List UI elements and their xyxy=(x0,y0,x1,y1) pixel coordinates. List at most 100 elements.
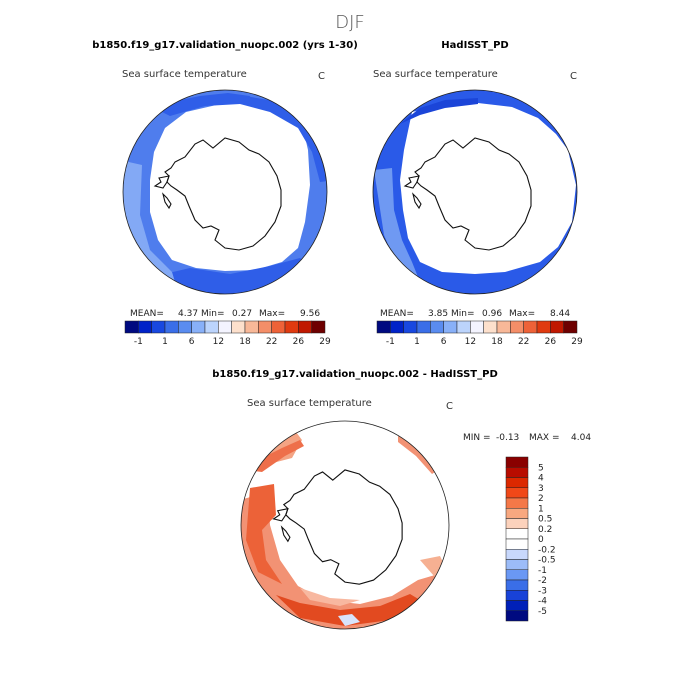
colorbar-swatch xyxy=(496,320,511,334)
stat-label: Min= xyxy=(451,309,475,319)
colorbar-swatch xyxy=(505,559,529,570)
colorbar-tick-label: 4 xyxy=(538,474,544,484)
panel-model-stats: MEAN= 4.37 Min= 0.27 Max= 9.56 xyxy=(130,309,320,319)
stat-value: -0.13 xyxy=(496,433,519,443)
stat-label: MIN = xyxy=(463,433,491,443)
colorbar-swatch xyxy=(284,320,299,334)
map-obs xyxy=(365,80,585,300)
stat-value: 9.56 xyxy=(300,309,320,319)
stat-label: Max= xyxy=(509,309,535,319)
colorbar-swatch xyxy=(505,590,529,601)
map-diff xyxy=(240,421,449,632)
colorbar-swatch xyxy=(505,477,529,488)
stat-label: Max= xyxy=(259,309,285,319)
panel-obs-variable: Sea surface temperature xyxy=(373,69,498,80)
colorbar-tick-label: -0.2 xyxy=(538,545,556,555)
colorbar-swatch xyxy=(164,320,179,334)
colorbar-swatch xyxy=(550,320,564,334)
colorbar-swatch xyxy=(470,320,484,334)
stat-value: 4.04 xyxy=(571,433,591,443)
colorbar-tick-label: 26 xyxy=(545,337,557,347)
panel-diff-variable: Sea surface temperature xyxy=(247,398,372,409)
colorbar-swatch xyxy=(191,320,206,334)
colorbar-swatch xyxy=(138,320,152,334)
colorbar-swatch xyxy=(505,600,529,611)
stat-label: MEAN= xyxy=(380,309,414,319)
colorbar-swatch xyxy=(231,320,246,334)
colorbar-obs: -1 1 6 12 18 22 26 29 xyxy=(376,320,583,347)
colorbar-swatch xyxy=(505,528,529,540)
colorbar-tick-label: 0 xyxy=(538,535,544,545)
colorbar-swatch xyxy=(536,320,551,334)
map-model xyxy=(115,80,335,300)
colorbar-tick-label: 0.5 xyxy=(538,515,552,525)
colorbar-tick-label: 12 xyxy=(213,337,224,347)
colorbar-swatch xyxy=(510,320,524,334)
panel-diff-stats: MIN = -0.13 MAX = 4.04 xyxy=(463,433,591,443)
stat-label: MEAN= xyxy=(130,309,164,319)
colorbar-swatch xyxy=(430,320,444,334)
colorbar-tick-label: -1 xyxy=(134,337,143,347)
colorbar-swatch xyxy=(505,467,529,478)
panel-obs-title: HadISST_PD xyxy=(441,40,508,51)
colorbar-swatch xyxy=(523,320,538,334)
colorbar-tick-label: 18 xyxy=(491,337,503,347)
colorbar-tick-label: 3 xyxy=(538,484,544,494)
colorbar-tick-label: 1 xyxy=(538,504,544,514)
colorbar-tick-label: -1 xyxy=(538,566,547,576)
colorbar-swatch xyxy=(298,320,312,334)
colorbar-tick-label: 6 xyxy=(441,337,447,347)
stat-value: 0.27 xyxy=(232,309,252,319)
colorbar-swatch xyxy=(505,487,529,499)
panel-model-title: b1850.f19_g17.validation_nuopc.002 (yrs … xyxy=(92,40,358,51)
colorbar-swatch xyxy=(443,320,458,334)
stat-value: 0.96 xyxy=(482,309,502,319)
colorbar-tick-label: -2 xyxy=(538,576,547,586)
colorbar-tick-label: 18 xyxy=(239,337,251,347)
colorbar-tick-label: 6 xyxy=(189,337,195,347)
colorbar-swatch xyxy=(505,518,529,529)
season-title: DJF xyxy=(335,12,365,33)
panel-model-units: C xyxy=(318,71,325,82)
stat-label: MAX = xyxy=(529,433,560,443)
colorbar-tick-label: 5 xyxy=(538,463,544,473)
panel-obs-units: C xyxy=(570,71,577,82)
colorbar-tick-label: 29 xyxy=(319,337,331,347)
colorbar-swatch xyxy=(403,320,418,334)
colorbar-tick-label: -1 xyxy=(386,337,395,347)
colorbar-tick-label: -5 xyxy=(538,607,547,617)
colorbar-tick-label: 22 xyxy=(518,337,529,347)
colorbar-swatch xyxy=(505,549,529,560)
colorbar-swatch xyxy=(151,320,166,334)
colorbar-tick-label: 22 xyxy=(266,337,277,347)
colorbar-tick-label: 29 xyxy=(571,337,583,347)
colorbar-swatch xyxy=(311,320,326,334)
colorbar-swatch xyxy=(218,320,232,334)
colorbar-tick-label: 0.2 xyxy=(538,525,552,535)
stat-value: 4.37 xyxy=(178,309,198,319)
colorbar-swatch xyxy=(563,320,578,334)
colorbar-swatch xyxy=(416,320,431,334)
colorbar-swatch xyxy=(505,497,529,509)
stat-label: Min= xyxy=(201,309,225,319)
colorbar-swatch xyxy=(271,320,286,334)
colorbar-swatch xyxy=(505,538,529,550)
colorbar-tick-label: -3 xyxy=(538,586,547,596)
colorbar-tick-label: 2 xyxy=(538,494,544,504)
stat-value: 3.85 xyxy=(428,309,448,319)
colorbar-tick-label: 26 xyxy=(293,337,305,347)
colorbar-tick-label: 12 xyxy=(465,337,476,347)
panel-model-variable: Sea surface temperature xyxy=(122,69,247,80)
panel-obs-stats: MEAN= 3.85 Min= 0.96 Max= 8.44 xyxy=(380,309,570,319)
colorbar-swatch xyxy=(505,610,529,622)
colorbar-swatch xyxy=(505,579,529,591)
colorbar-swatch xyxy=(124,320,139,334)
colorbar-swatch xyxy=(244,320,259,334)
colorbar-swatch xyxy=(376,320,391,334)
colorbar-swatch xyxy=(505,456,529,468)
colorbar-swatch xyxy=(505,508,529,519)
colorbar-swatch xyxy=(483,320,498,334)
colorbar-swatch xyxy=(204,320,219,334)
colorbar-swatch xyxy=(390,320,404,334)
